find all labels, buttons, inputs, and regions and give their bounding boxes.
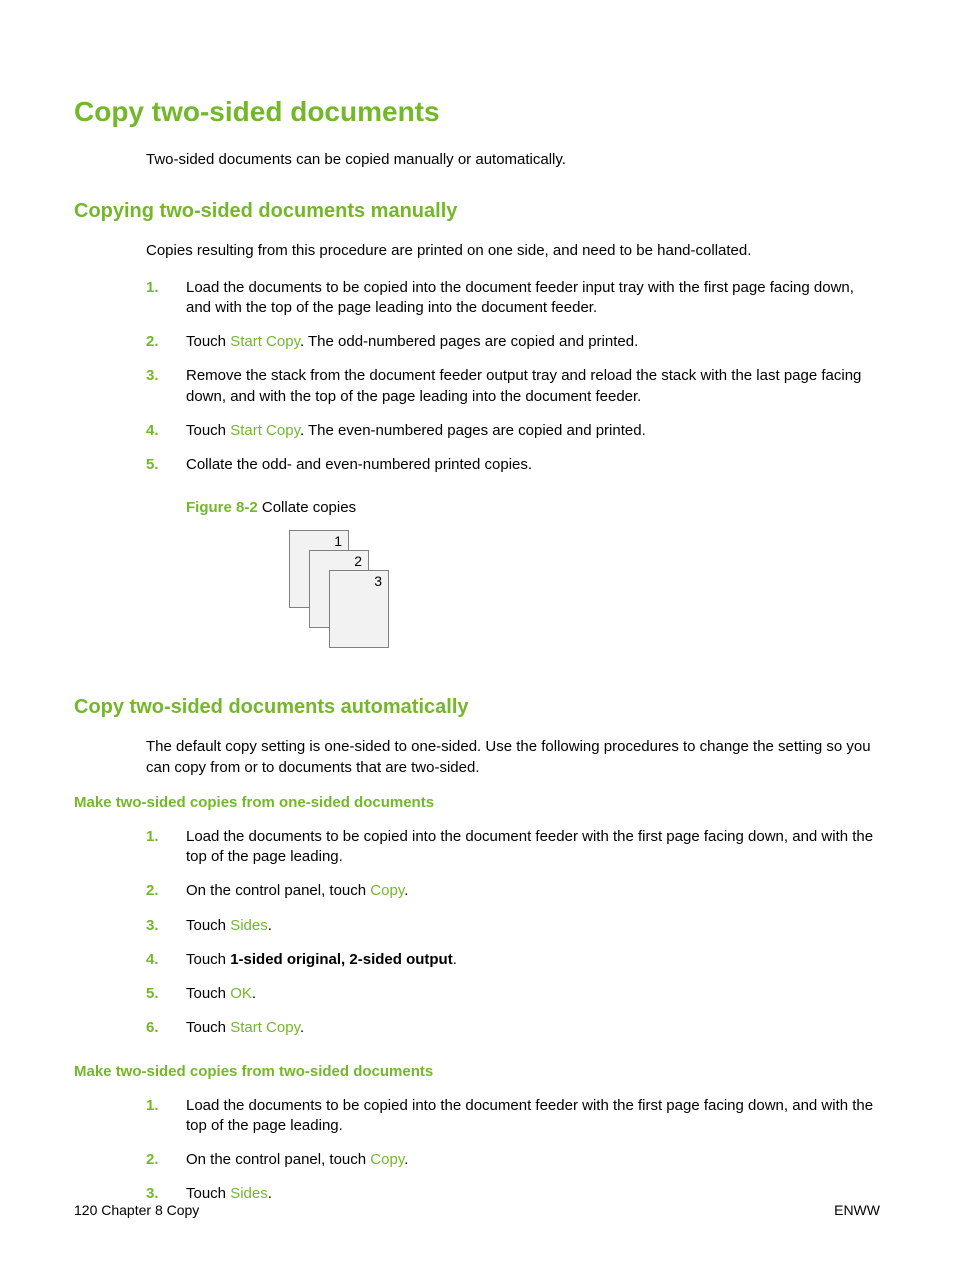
step-number: 3. — [146, 916, 159, 936]
ui-action-label: Sides — [230, 1185, 268, 1202]
step-text: Remove the stack from the document feede… — [186, 367, 861, 404]
list-item: 1. Load the documents to be copied into … — [146, 1096, 880, 1137]
step-number: 4. — [146, 950, 159, 970]
heading-sub1: Make two-sided copies from one-sided doc… — [74, 794, 880, 811]
list-item: 1. Load the documents to be copied into … — [146, 827, 880, 868]
footer-right: ENWW — [834, 1202, 880, 1218]
ui-action-label: Sides — [230, 917, 268, 934]
heading-manual: Copying two-sided documents manually — [74, 200, 880, 223]
ui-action-label: Copy — [370, 1151, 404, 1168]
heading-sub2: Make two-sided copies from two-sided doc… — [74, 1063, 880, 1080]
figure-page-3: 3 — [329, 570, 389, 648]
step-number: 1. — [146, 827, 159, 847]
step-text: On the control panel, touch Copy. — [186, 882, 408, 899]
step-number: 2. — [146, 332, 159, 352]
footer-left: 120 Chapter 8 Copy — [74, 1202, 199, 1218]
step-number: 5. — [146, 984, 159, 1004]
step-text: Touch 1-sided original, 2-sided output. — [186, 951, 457, 968]
step-text: Touch Sides. — [186, 917, 272, 934]
bold-option-label: 1-sided original, 2-sided output — [230, 951, 453, 968]
step-text: Load the documents to be copied into the… — [186, 1097, 873, 1134]
list-item: 6. Touch Start Copy. — [146, 1018, 880, 1038]
sub2-steps-list: 1. Load the documents to be copied into … — [146, 1096, 880, 1205]
step-number: 1. — [146, 1096, 159, 1116]
step-text: Touch OK. — [186, 985, 256, 1002]
manual-steps-list: 1. Load the documents to be copied into … — [146, 278, 880, 476]
step-text: Load the documents to be copied into the… — [186, 279, 854, 316]
step-number: 6. — [146, 1018, 159, 1038]
sub1-steps-list: 1. Load the documents to be copied into … — [146, 827, 880, 1039]
page-footer: 120 Chapter 8 Copy ENWW — [74, 1202, 880, 1218]
step-number: 3. — [146, 366, 159, 386]
list-item: 4. Touch 1-sided original, 2-sided outpu… — [146, 950, 880, 970]
auto-intro: The default copy setting is one-sided to… — [146, 737, 880, 778]
step-text: Load the documents to be copied into the… — [186, 828, 873, 865]
list-item: 2. On the control panel, touch Copy. — [146, 1150, 880, 1170]
step-number: 2. — [146, 881, 159, 901]
step-number: 2. — [146, 1150, 159, 1170]
step-text: Touch Sides. — [186, 1185, 272, 1202]
list-item: 2. On the control panel, touch Copy. — [146, 881, 880, 901]
page-number-label: 2 — [354, 553, 362, 569]
step-text: Touch Start Copy. — [186, 1019, 304, 1036]
list-item: 3. Touch Sides. — [146, 916, 880, 936]
figure-label: Figure 8-2 — [186, 499, 258, 516]
step-number: 1. — [146, 278, 159, 298]
page-number-label: 1 — [334, 533, 342, 549]
step-text: On the control panel, touch Copy. — [186, 1151, 408, 1168]
step-text: Touch Start Copy. The odd-numbered pages… — [186, 333, 638, 350]
step-number: 5. — [146, 455, 159, 475]
list-item: 5. Touch OK. — [146, 984, 880, 1004]
ui-action-label: Start Copy — [230, 333, 300, 350]
list-item: 4. Touch Start Copy. The even-numbered p… — [146, 421, 880, 441]
ui-action-label: Copy — [370, 882, 404, 899]
heading-auto: Copy two-sided documents automatically — [74, 696, 880, 719]
list-item: 5. Collate the odd- and even-numbered pr… — [146, 455, 880, 475]
manual-intro: Copies resulting from this procedure are… — [146, 241, 880, 261]
collate-figure: 1 2 3 — [289, 530, 409, 660]
page-number-label: 3 — [374, 573, 382, 589]
list-item: 3. Remove the stack from the document fe… — [146, 366, 880, 407]
intro-paragraph: Two-sided documents can be copied manual… — [146, 150, 880, 170]
step-text: Touch Start Copy. The even-numbered page… — [186, 422, 646, 439]
ui-action-label: Start Copy — [230, 422, 300, 439]
step-text: Collate the odd- and even-numbered print… — [186, 456, 532, 473]
list-item: 1. Load the documents to be copied into … — [146, 278, 880, 319]
page-title: Copy two-sided documents — [74, 96, 880, 128]
ui-action-label: Start Copy — [230, 1019, 300, 1036]
step-number: 4. — [146, 421, 159, 441]
figure-caption-text: Collate copies — [258, 499, 356, 516]
figure-caption: Figure 8-2 Collate copies — [186, 499, 880, 516]
ui-action-label: OK — [230, 985, 252, 1002]
list-item: 2. Touch Start Copy. The odd-numbered pa… — [146, 332, 880, 352]
